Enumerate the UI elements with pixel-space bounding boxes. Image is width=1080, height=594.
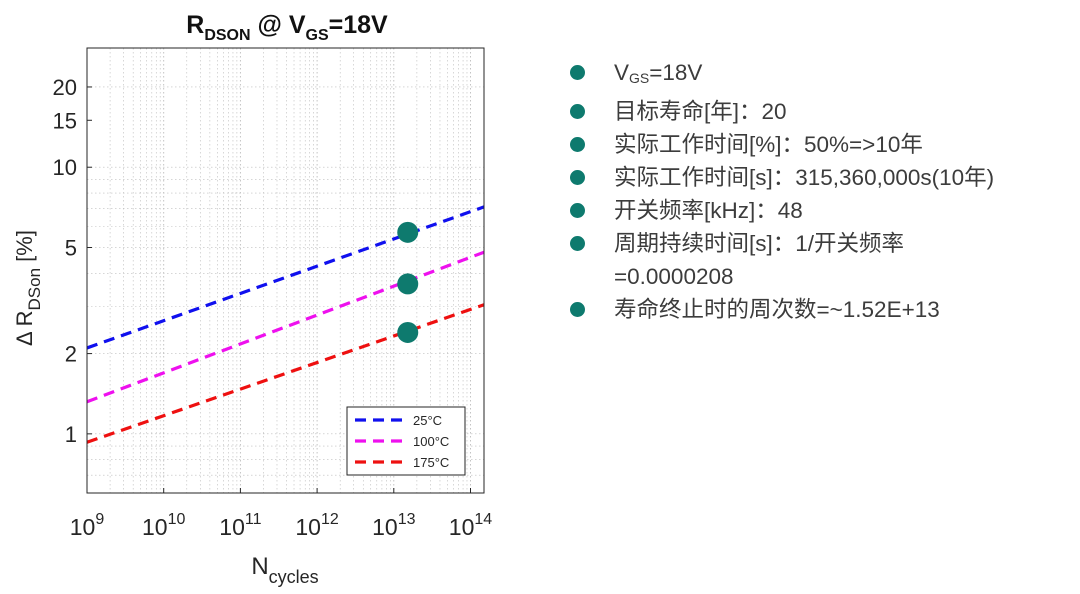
lifetime-marker: [397, 321, 419, 343]
bullet-dot-icon: [570, 137, 585, 152]
bullet-item: 周期持续时间[s]：1/开关频率 =0.0000208: [568, 227, 1068, 293]
legend: 25°C 100°C 175°C: [346, 406, 466, 476]
y-tick-label: 1: [65, 422, 77, 447]
y-tick-label: 20: [53, 75, 77, 100]
bullet-dot-icon: [570, 65, 585, 80]
plot-frame: [86, 47, 485, 494]
bullet-item: 开关频率[kHz]：48: [568, 194, 1068, 227]
bullet-item: VGS=18V: [568, 56, 1068, 95]
x-tick-label: 1010: [142, 511, 185, 540]
bullet-item: 寿命终止时的周次数=~1.52E+13: [568, 293, 1068, 326]
chart: RDSON @ VGS=18V 109 1010 1011 1012 1013 10141…: [12, 11, 492, 587]
x-tick-label: 1014: [449, 511, 492, 540]
chart-title: RDSON @ VGS=18V: [186, 11, 388, 44]
y-tick-label: 2: [65, 342, 77, 367]
legend-label: 25°C: [413, 413, 442, 428]
series-line: [86, 303, 485, 444]
y-tick-label: 15: [53, 108, 77, 133]
bullet-dot-icon: [570, 170, 585, 185]
bullet-dot-icon: [570, 302, 585, 317]
legend-label: 175°C: [413, 455, 449, 470]
y-tick-label: 5: [65, 235, 77, 260]
lifetime-marker: [397, 273, 419, 295]
x-axis-label: Ncycles: [251, 553, 318, 587]
legend-label: 100°C: [413, 434, 449, 449]
bullet-dot-icon: [570, 236, 585, 251]
y-axis-label: Δ RDSon [%]: [12, 230, 44, 346]
bullet-dot-icon: [570, 104, 585, 119]
axes: 109 1010 1011 1012 1013 1014 1 2 5 10 15 20: [53, 47, 492, 540]
bullet-item: 实际工作时间[%]：50%=>10年: [568, 128, 1068, 161]
x-tick-label: 1013: [372, 511, 415, 540]
bullet-item: 实际工作时间[s]：315,360,000s(10年): [568, 161, 1068, 194]
legend-box: [346, 406, 466, 476]
y-tick-label: 10: [53, 155, 77, 180]
parameter-list: VGS=18V 目标寿命[年]：20 实际工作时间[%]：50%=>10年 实际…: [568, 56, 1068, 326]
x-tick-label: 109: [70, 511, 105, 540]
x-tick-label: 1011: [219, 511, 261, 540]
lifetime-marker: [397, 221, 419, 243]
bullet-dot-icon: [570, 203, 585, 218]
x-tick-label: 1012: [295, 511, 338, 540]
markers: [397, 221, 419, 343]
bullet-item: 目标寿命[年]：20: [568, 95, 1068, 128]
